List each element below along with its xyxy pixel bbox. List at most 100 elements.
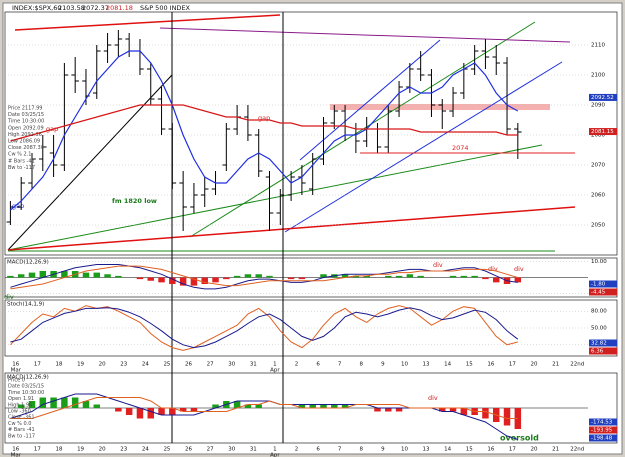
annotation: div [428,394,438,402]
histogram-bar [82,272,90,278]
indicator-line [10,265,518,290]
info-line: High 1.96 [8,402,32,408]
level-label: 2074 [452,144,469,152]
histogram-bar [331,404,338,408]
histogram-bar [61,397,68,408]
info-line: Cw % 2.1 [8,152,31,158]
info-line: # Bars -41 [8,158,35,164]
annotation: gap [12,202,24,210]
info-line: High 2092.36 [8,132,42,138]
chart-subtitle: S&P 500 INDEX [140,4,191,12]
trend-line [284,61,563,233]
histogram-bar [320,274,327,278]
x-tick-label: 20 [99,362,106,368]
x-tick-label: 16 [12,362,19,368]
x-tick-label: 31 [250,362,257,368]
histogram-bar [287,277,295,280]
panel-title: MACD(12,26,9) [7,260,49,266]
drawings [7,12,576,443]
histogram-bar [492,277,500,283]
x-tick-label: 6 [316,362,320,368]
histogram-bar [352,275,360,278]
info-line: Price 0 [8,378,25,384]
x-tick-label: 27 [207,362,214,368]
y-tick-label: 2070 [591,163,605,169]
value-tag [589,339,617,347]
moving-average [10,104,518,142]
histogram-bar [50,397,57,408]
y-tick-label: 2060 [591,193,605,199]
x-tick-label: 20 [99,447,106,453]
value-tag [589,280,617,288]
histogram-bar [17,274,25,278]
histogram-bar [125,408,133,415]
trend-line [7,74,173,251]
histogram-bar [190,277,198,286]
value-tag-label: -4.45 [591,290,606,296]
value-tag-label: -198.48 [591,436,613,442]
x-tick-label: 15 [466,362,473,368]
histogram-bar [439,408,446,412]
histogram-bar [395,275,403,278]
x-tick-label: 1 [273,447,277,453]
y-tick-label: 2050 [591,223,605,229]
histogram-bar [115,275,122,278]
histogram-bar [385,408,392,412]
histogram-bar [395,408,403,412]
x-tick-label: 24 [142,447,149,453]
x-tick-label: 17 [34,362,41,368]
info-line: Price 2117.99 [8,106,42,112]
histogram-bar [374,408,381,412]
histogram-bar [136,277,144,280]
info-line: Low -360 [8,409,31,415]
x-tick-label: 13 [423,447,430,453]
x-tick-label: 16 [12,447,19,453]
histogram-bar [460,408,468,415]
histogram-bar [266,275,273,278]
histogram-bar [255,404,262,408]
histogram-bar [255,274,262,278]
y-tick-label: 50.00 [591,326,607,332]
value-tag-label: 6.36 [591,349,604,355]
annotation: fm 1820 low [112,197,157,205]
resistance-zone [330,104,550,110]
histogram-bar [406,274,414,278]
histogram-bar [169,408,176,415]
histogram-bar [244,274,252,278]
histogram-bar [28,401,36,408]
x-tick-label: 9 [381,447,385,453]
histogram-bar [169,277,176,284]
histogram-bar [93,272,101,278]
histogram-bar [309,404,316,408]
histogram-bar [158,408,165,415]
indicator-line [10,397,518,419]
annotation: div [488,265,498,273]
x-tick-label: 20 [531,447,538,453]
price-tag-label: 2081.15 [591,129,614,135]
info-line: # Bars -41 [8,427,35,433]
x-tick-label: 17 [509,447,516,453]
x-tick-label: 26 [185,447,192,453]
info-line: Close 2087.30 [8,145,44,151]
histogram-bar [201,277,208,284]
histogram-bar [514,277,522,283]
histogram-bar [147,277,154,281]
histogram-bar [104,274,111,278]
histogram-bar [93,404,101,408]
annotation: gap [258,114,270,122]
y-tick-label: 2100 [591,73,605,79]
value-tag [589,426,617,434]
annotation: div [433,261,443,269]
x-tick-label: 23 [120,447,127,453]
value-tag [589,418,617,426]
histogram-bar [190,408,198,412]
x-tick-label: 19 [77,362,84,368]
histogram-bar [61,271,68,278]
info-line: Close -361 [8,415,35,421]
x-tick-label: 7 [338,447,342,453]
trend-line [7,144,543,251]
x-tick-label: 19 [77,447,84,453]
indicator-line [10,393,518,440]
